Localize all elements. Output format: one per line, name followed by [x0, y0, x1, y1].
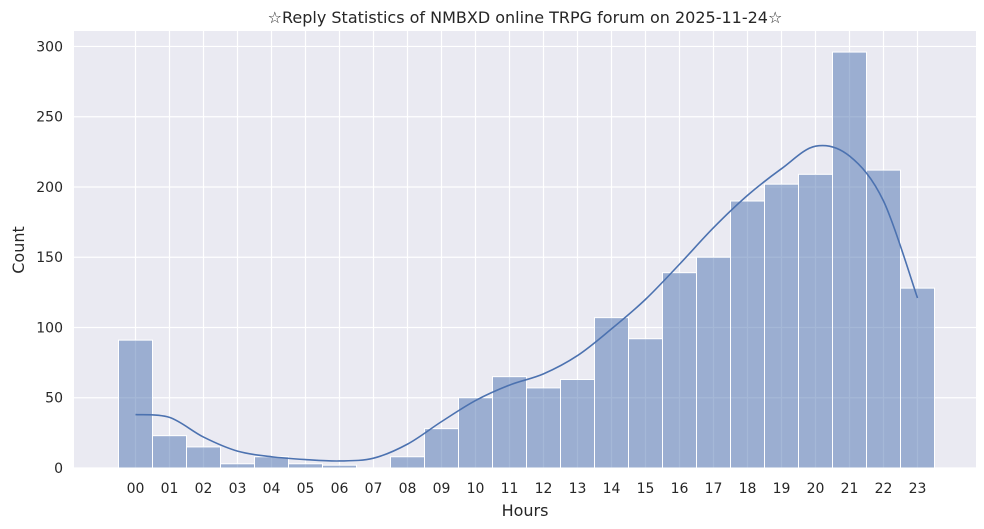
- y-tick-label: 100: [36, 320, 63, 336]
- x-tick-labels: 00 01 02 03 04 05 06 07 08 09 10 11 12 13 14 15 16 17 18 19…: [127, 481, 927, 497]
- x-tick-label: 11: [501, 481, 519, 497]
- x-tick-label: 23: [909, 481, 927, 497]
- kde-line: [135, 144, 919, 462]
- x-tick-label: 18: [739, 481, 757, 497]
- bar-hour-03: [220, 463, 255, 469]
- x-tick-label: 20: [807, 481, 825, 497]
- y-tick-label: 50: [45, 391, 63, 407]
- y-tick-label: 300: [36, 39, 63, 55]
- y-tick-label: 0: [54, 461, 63, 477]
- bar-hour-09: [424, 428, 459, 469]
- x-tick-label: 09: [433, 481, 451, 497]
- bar-hour-15: [628, 338, 663, 469]
- bar-hour-17: [696, 256, 731, 469]
- bar-hour-23: [900, 287, 935, 469]
- bar-hour-16: [662, 272, 697, 469]
- x-tick-label: 05: [297, 481, 315, 497]
- bar-hour-13: [560, 378, 595, 469]
- x-tick-label: 14: [603, 481, 621, 497]
- bar-hour-12: [526, 387, 561, 469]
- y-tick-label: 250: [36, 110, 63, 126]
- x-tick-label: 08: [399, 481, 417, 497]
- x-tick-label: 03: [229, 481, 247, 497]
- x-tick-label: 17: [705, 481, 723, 497]
- x-tick-label: 22: [875, 481, 893, 497]
- x-tick-label: 07: [365, 481, 383, 497]
- x-tick-label: 02: [195, 481, 213, 497]
- bar-hour-00: [118, 339, 153, 469]
- bar-hour-21: [832, 51, 867, 469]
- x-tick-label: 21: [841, 481, 859, 497]
- bar-hour-18: [730, 200, 765, 469]
- x-tick-label: 10: [467, 481, 485, 497]
- x-tick-label: 06: [331, 481, 349, 497]
- x-tick-label: 12: [535, 481, 553, 497]
- bar-hour-19: [764, 183, 799, 469]
- bar-hour-10: [458, 397, 493, 469]
- bar-hour-20: [798, 173, 833, 469]
- x-tick-label: 16: [671, 481, 689, 497]
- chart-title: ☆Reply Statistics of NMBXD online TRPG f…: [268, 8, 783, 27]
- y-tick-label: 200: [36, 180, 63, 196]
- x-axis-label: Hours: [502, 501, 549, 520]
- x-tick-label: 19: [773, 481, 791, 497]
- bar-hour-08: [390, 456, 425, 469]
- x-tick-label: 15: [637, 481, 655, 497]
- bar-hour-11: [492, 376, 527, 469]
- y-axis-label: Count: [9, 226, 28, 274]
- bars: [118, 51, 935, 469]
- bar-hour-02: [186, 446, 221, 469]
- x-tick-label: 04: [263, 481, 281, 497]
- bar-hour-05: [288, 463, 323, 469]
- bar-hour-06: [322, 464, 357, 469]
- bar-hour-22: [866, 169, 901, 469]
- x-tick-label: 13: [569, 481, 587, 497]
- bar-hour-14: [594, 317, 629, 469]
- y-tick-label: 150: [36, 250, 63, 266]
- x-tick-label: 00: [127, 481, 145, 497]
- bar-hour-01: [152, 435, 187, 469]
- y-tick-labels: 0 50 100 150 200 250 300: [36, 39, 63, 477]
- x-tick-label: 01: [161, 481, 179, 497]
